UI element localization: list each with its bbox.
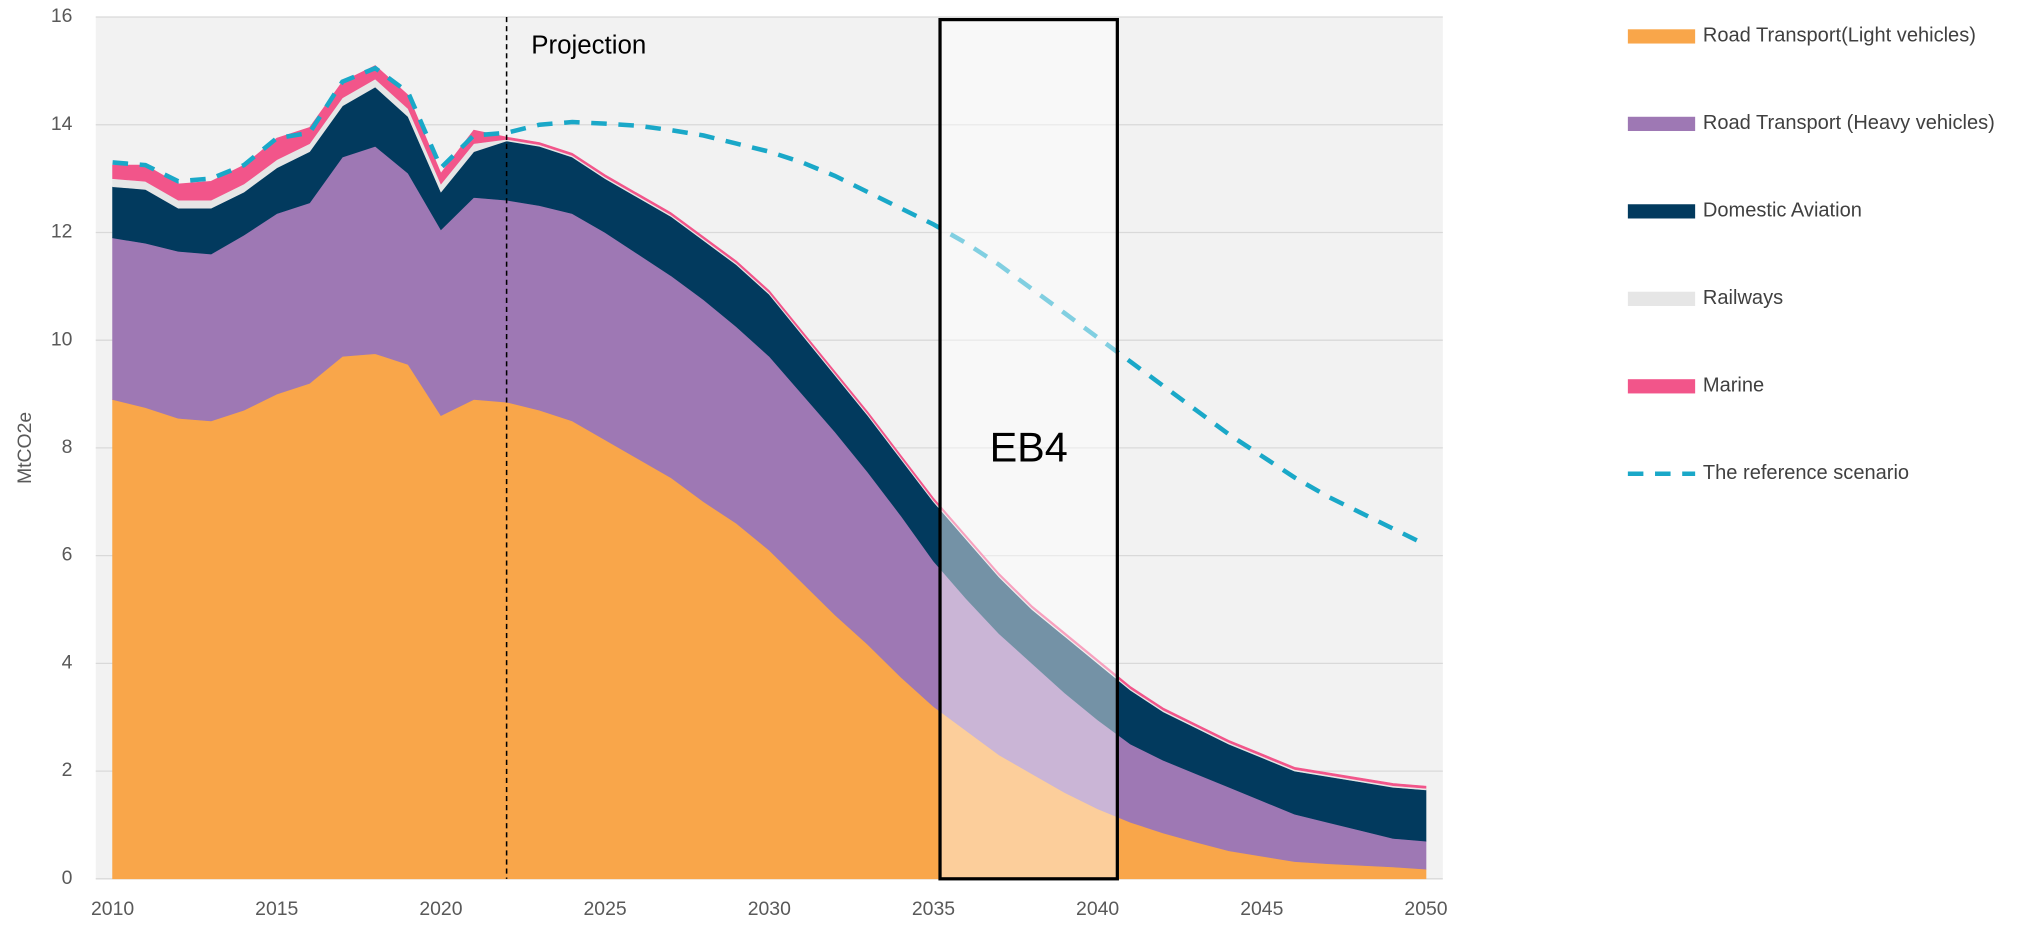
y-tick-label: 0 <box>62 867 73 889</box>
x-tick-label: 2050 <box>1404 898 1447 920</box>
y-tick-label: 6 <box>62 544 73 566</box>
legend-label: Railways <box>1703 287 1783 309</box>
legend-label: Marine <box>1703 375 1764 397</box>
legend-swatch <box>1627 29 1696 44</box>
legend-label: Road Transport (Heavy vehicles) <box>1703 112 1995 134</box>
area <box>112 65 1427 789</box>
legend-swatch <box>1627 291 1696 306</box>
legend-label: Road Transport(Light vehicles) <box>1703 25 1976 47</box>
annotation-label: Projection <box>531 32 646 60</box>
legend-label: Domestic Aviation <box>1703 200 1862 222</box>
eb4-box <box>938 17 1119 881</box>
x-tick-label: 2010 <box>91 898 134 920</box>
y-tick-label: 2 <box>62 759 73 781</box>
reference-line <box>112 65 1427 547</box>
legend-swatch <box>1627 204 1696 219</box>
y-tick-label: 4 <box>62 651 73 673</box>
annotation-label: EB4 <box>990 424 1068 470</box>
x-tick-label: 2035 <box>912 898 955 920</box>
y-tick-label: 14 <box>51 113 73 135</box>
x-tick-label: 2015 <box>255 898 298 920</box>
y-axis-label: MtCO2e <box>14 412 36 484</box>
x-tick-label: 2040 <box>1076 898 1119 920</box>
y-tick-label: 8 <box>62 436 73 458</box>
x-tick-label: 2045 <box>1240 898 1283 920</box>
legend-swatch <box>1627 116 1696 132</box>
x-tick-label: 2025 <box>584 898 627 920</box>
x-tick-label: 2020 <box>419 898 462 920</box>
legend-label: The reference scenario <box>1703 462 1909 484</box>
y-tick-label: 12 <box>51 221 73 243</box>
y-tick-label: 16 <box>51 5 73 27</box>
legend-swatch <box>1627 379 1696 394</box>
y-tick-label: 10 <box>51 328 73 350</box>
x-tick-label: 2030 <box>748 898 791 920</box>
